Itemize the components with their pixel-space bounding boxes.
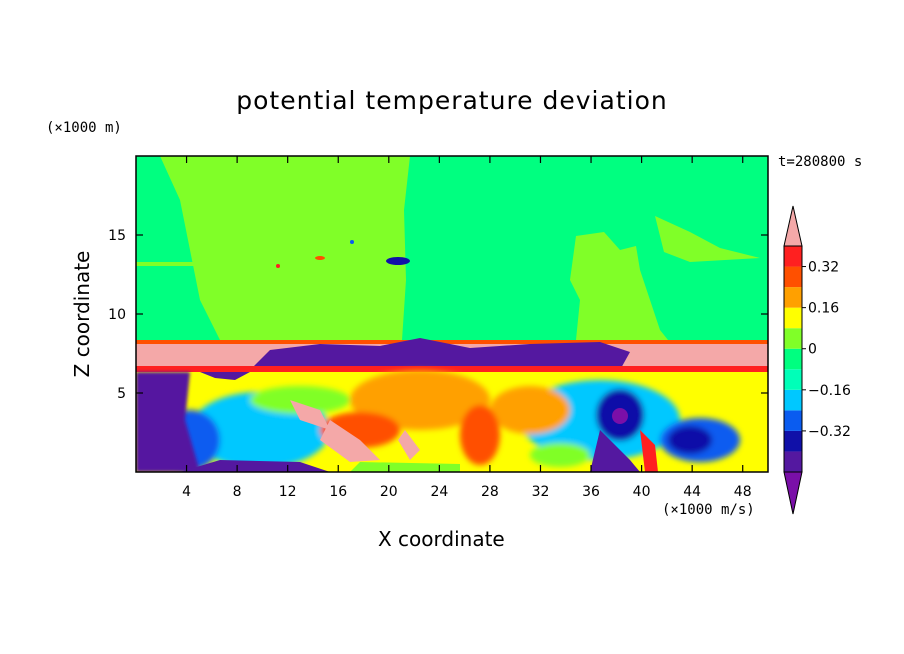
- x-axis-unit: (×1000 m/s): [662, 502, 755, 518]
- x-tick-label: 8: [233, 484, 242, 500]
- time-label: t=280800 s: [778, 154, 863, 170]
- x-tick-label: 28: [481, 484, 499, 500]
- colorbar-band: [784, 430, 802, 452]
- x-tick-label: 32: [532, 484, 550, 500]
- colorbar-tick-label: 0.32: [808, 260, 839, 276]
- x-tick-label: 48: [734, 484, 752, 500]
- colorbar-band: [784, 451, 802, 472]
- colorbar-tick-label: 0: [808, 342, 817, 358]
- colorbar-band: [784, 307, 802, 329]
- colorbar-band: [784, 328, 802, 349]
- colorbar-band: [784, 266, 802, 288]
- x-tick-label: 24: [430, 484, 448, 500]
- y-tick-label: 10: [108, 307, 126, 323]
- colorbar: 0.32 0.16 0 −0.16 −0.32: [783, 205, 851, 515]
- colorbar-tick-label: −0.16: [808, 383, 851, 399]
- x-tick-label: 44: [683, 484, 701, 500]
- colorbar-tick-label: 0.16: [808, 301, 839, 317]
- y-tick-label: 15: [108, 228, 126, 244]
- colorbar-band: [784, 369, 802, 390]
- colorbar-frame: [783, 245, 803, 473]
- colorbar-band: [784, 246, 802, 267]
- y-tick-label: 5: [117, 386, 126, 402]
- contour-field: [136, 156, 768, 472]
- colorbar-under-triangle: [783, 471, 803, 515]
- colorbar-band: [784, 410, 802, 431]
- x-tick-label: 20: [380, 484, 398, 500]
- colorbar-tick-label: −0.32: [808, 424, 851, 440]
- x-tick-label: 16: [329, 484, 347, 500]
- chart-title: potential temperature deviation: [236, 86, 668, 115]
- colorbar-band: [784, 389, 802, 411]
- x-tick-label: 40: [633, 484, 651, 500]
- x-axis-label: X coordinate: [378, 527, 505, 551]
- colorbar-band: [784, 287, 802, 308]
- colorbar-over-triangle: [783, 205, 803, 247]
- colorbar-band: [784, 348, 802, 370]
- x-tick-label: 36: [582, 484, 600, 500]
- y-axis: 5 10 15: [108, 228, 768, 402]
- x-tick-label: 4: [182, 484, 191, 500]
- y-axis-unit: (×1000 m): [46, 120, 122, 136]
- x-axis: 4 8 12 16 20 24 28 32 36 40 44 48: [182, 156, 752, 500]
- x-tick-label: 12: [279, 484, 297, 500]
